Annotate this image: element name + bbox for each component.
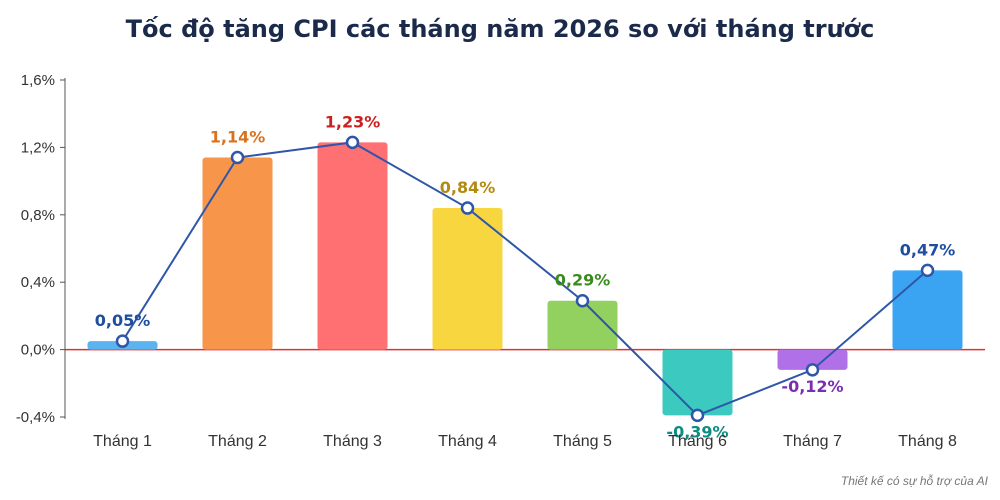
- category-label: Tháng 4: [438, 433, 497, 450]
- category-label: Tháng 2: [208, 433, 267, 450]
- category-label: Tháng 7: [783, 433, 842, 450]
- y-tick-label: 1,6%: [21, 72, 55, 89]
- series-line: [121, 141, 929, 417]
- data-label: 0,29%: [555, 271, 611, 290]
- data-label: -0,39%: [666, 422, 728, 441]
- category-label: Tháng 3: [323, 433, 382, 450]
- x-axis-labels: Tháng 1 Tháng 2 Tháng 3 Tháng 4 Tháng 5 Tháng…: [93, 433, 957, 450]
- data-point: [690, 408, 705, 423]
- bar: [547, 300, 618, 350]
- y-tick-label: 0,4%: [21, 274, 55, 291]
- data-point: [460, 201, 475, 215]
- footnote: Thiết kế có sự hỗ trợ của AI: [841, 473, 989, 488]
- y-tick-label: -0,4%: [16, 409, 55, 426]
- bars: [87, 142, 963, 416]
- y-tick-label: 0,0%: [21, 342, 55, 359]
- data-label: 0,84%: [440, 178, 496, 197]
- data-point: [575, 293, 590, 308]
- category-label: Tháng 5: [553, 433, 612, 450]
- category-label: Tháng 6: [668, 433, 727, 450]
- chart-title: Tốc độ tăng CPI các tháng năm 2026 so vớ…: [126, 15, 875, 43]
- data-point: [920, 263, 935, 278]
- y-tick-label: 1,2%: [21, 139, 55, 156]
- data-point: [805, 363, 820, 377]
- data-point: [115, 334, 130, 348]
- data-label: 1,23%: [325, 112, 381, 131]
- bar: [432, 208, 503, 350]
- data-point: [345, 135, 360, 150]
- data-point: [230, 150, 245, 165]
- data-label: 0,47%: [900, 240, 956, 259]
- category-label: Tháng 1: [93, 433, 152, 450]
- data-label: 0,05%: [95, 311, 151, 330]
- bar: [202, 157, 273, 350]
- bar: [317, 142, 388, 350]
- category-label: Tháng 8: [898, 433, 957, 450]
- data-label: 1,14%: [210, 128, 266, 147]
- data-label: -0,12%: [781, 377, 843, 396]
- bar: [892, 270, 963, 350]
- y-tick-label: 0,8%: [21, 207, 55, 224]
- y-axis: -0,4% 0,0% 0,4% 0,8% 1,2% 1,6%: [16, 72, 985, 426]
- data-labels: 0,05% 1,14% 1,23% 0,84% 0,29% -0,39% -0,12% 0,4…: [95, 112, 956, 441]
- trend-line: [115, 135, 935, 423]
